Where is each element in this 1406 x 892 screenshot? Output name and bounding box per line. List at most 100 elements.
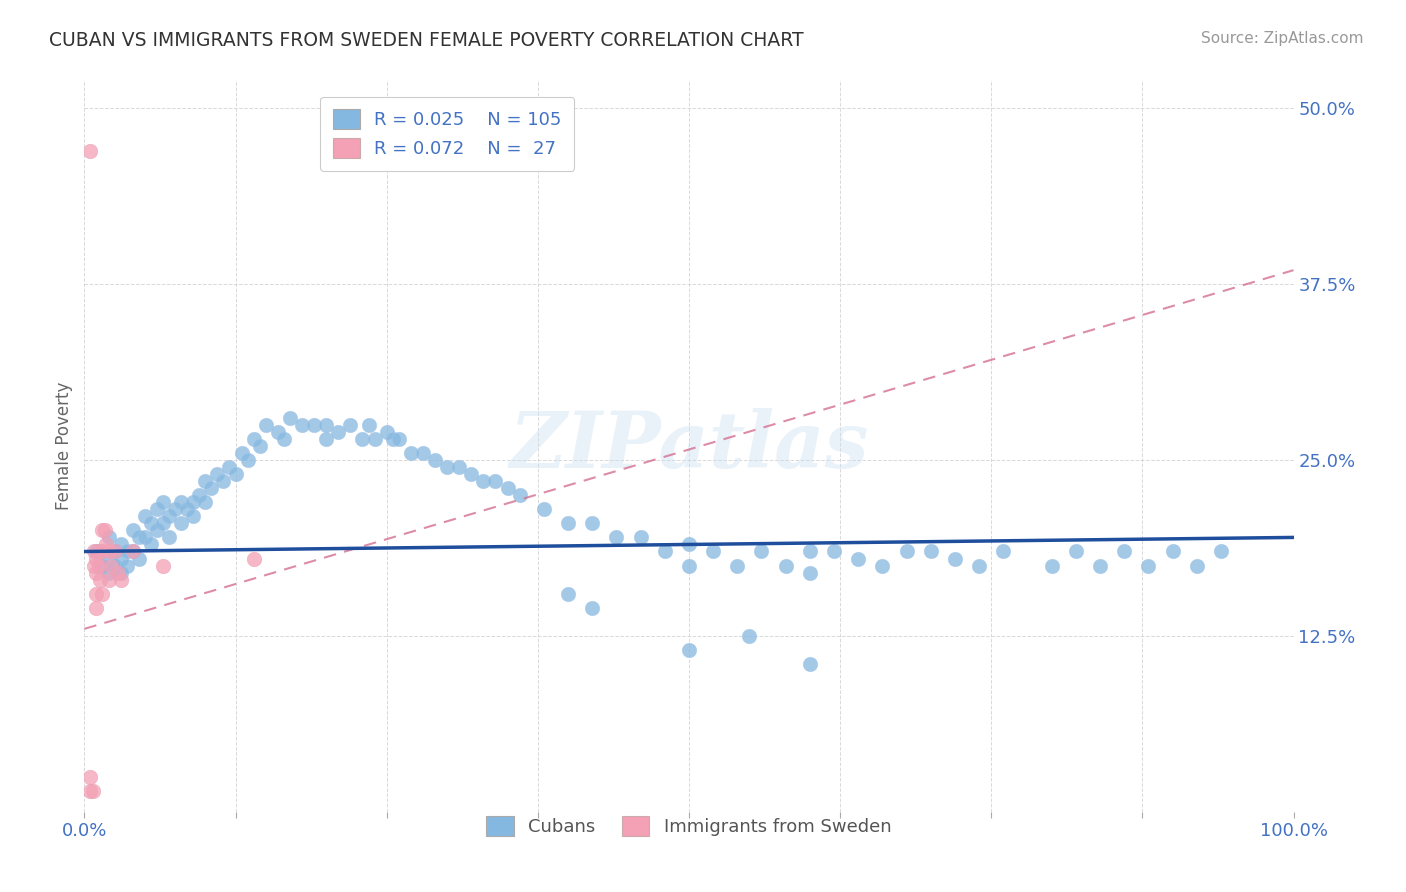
Point: [799, 544, 821, 558]
Point: [82, 783, 104, 797]
Point: [581, 516, 603, 531]
Point: [328, 425, 350, 439]
Point: [738, 629, 761, 643]
Point: [110, 551, 132, 566]
Point: [152, 516, 174, 531]
Point: [104, 558, 127, 573]
Point: [1088, 558, 1111, 573]
Point: [94, 524, 117, 538]
Point: [165, 502, 187, 516]
Point: [702, 544, 724, 558]
Point: [134, 530, 156, 544]
Point: [115, 558, 138, 573]
Point: [86, 600, 108, 615]
Point: [176, 502, 198, 516]
Point: [121, 544, 143, 558]
Point: [79, 783, 101, 797]
Point: [872, 558, 894, 573]
Point: [315, 417, 337, 432]
Point: [993, 544, 1015, 558]
Point: [97, 573, 120, 587]
Point: [967, 558, 990, 573]
Point: [152, 495, 174, 509]
Point: [412, 446, 434, 460]
Point: [170, 516, 193, 531]
Point: [86, 566, 108, 580]
Point: [399, 446, 422, 460]
Point: [533, 502, 555, 516]
Point: [181, 509, 204, 524]
Point: [1114, 544, 1136, 558]
Point: [110, 566, 132, 580]
Y-axis label: Female Poverty: Female Poverty: [55, 382, 73, 510]
Point: [89, 573, 111, 587]
Point: [352, 432, 374, 446]
Point: [194, 495, 217, 509]
Point: [218, 460, 240, 475]
Point: [146, 524, 169, 538]
Point: [128, 551, 150, 566]
Point: [157, 509, 180, 524]
Point: [557, 516, 579, 531]
Point: [104, 544, 127, 558]
Point: [86, 544, 108, 558]
Point: [249, 439, 271, 453]
Point: [134, 509, 156, 524]
Point: [212, 474, 235, 488]
Point: [139, 537, 162, 551]
Point: [194, 474, 217, 488]
Point: [920, 544, 942, 558]
Point: [388, 432, 411, 446]
Point: [83, 544, 105, 558]
Point: [302, 417, 325, 432]
Point: [128, 530, 150, 544]
Point: [1209, 544, 1232, 558]
Point: [678, 537, 700, 551]
Point: [181, 495, 204, 509]
Point: [273, 432, 295, 446]
Point: [357, 417, 380, 432]
Point: [436, 460, 458, 475]
Point: [315, 432, 337, 446]
Point: [896, 544, 918, 558]
Point: [97, 551, 120, 566]
Point: [115, 544, 138, 558]
Text: Source: ZipAtlas.com: Source: ZipAtlas.com: [1201, 31, 1364, 46]
Point: [236, 453, 259, 467]
Text: ZIPatlas: ZIPatlas: [509, 408, 869, 484]
Point: [87, 558, 110, 573]
Point: [97, 530, 120, 544]
Point: [242, 432, 264, 446]
Text: CUBAN VS IMMIGRANTS FROM SWEDEN FEMALE POVERTY CORRELATION CHART: CUBAN VS IMMIGRANTS FROM SWEDEN FEMALE P…: [49, 31, 804, 50]
Point: [472, 474, 495, 488]
Point: [449, 460, 471, 475]
Point: [121, 524, 143, 538]
Point: [231, 446, 253, 460]
Point: [107, 566, 129, 580]
Point: [1064, 544, 1087, 558]
Point: [110, 573, 132, 587]
Legend: Cubans, Immigrants from Sweden: Cubans, Immigrants from Sweden: [475, 805, 903, 847]
Point: [381, 432, 404, 446]
Point: [100, 558, 122, 573]
Point: [375, 425, 398, 439]
Point: [267, 425, 290, 439]
Point: [423, 453, 446, 467]
Point: [110, 537, 132, 551]
Point: [86, 551, 108, 566]
Point: [605, 530, 627, 544]
Point: [496, 481, 519, 495]
Point: [278, 410, 301, 425]
Point: [654, 544, 676, 558]
Point: [799, 657, 821, 671]
Point: [121, 544, 143, 558]
Point: [83, 558, 105, 573]
Point: [823, 544, 845, 558]
Point: [725, 558, 748, 573]
Point: [91, 524, 114, 538]
Point: [97, 544, 120, 558]
Point: [242, 551, 264, 566]
Point: [79, 144, 101, 158]
Point: [139, 516, 162, 531]
Point: [170, 495, 193, 509]
